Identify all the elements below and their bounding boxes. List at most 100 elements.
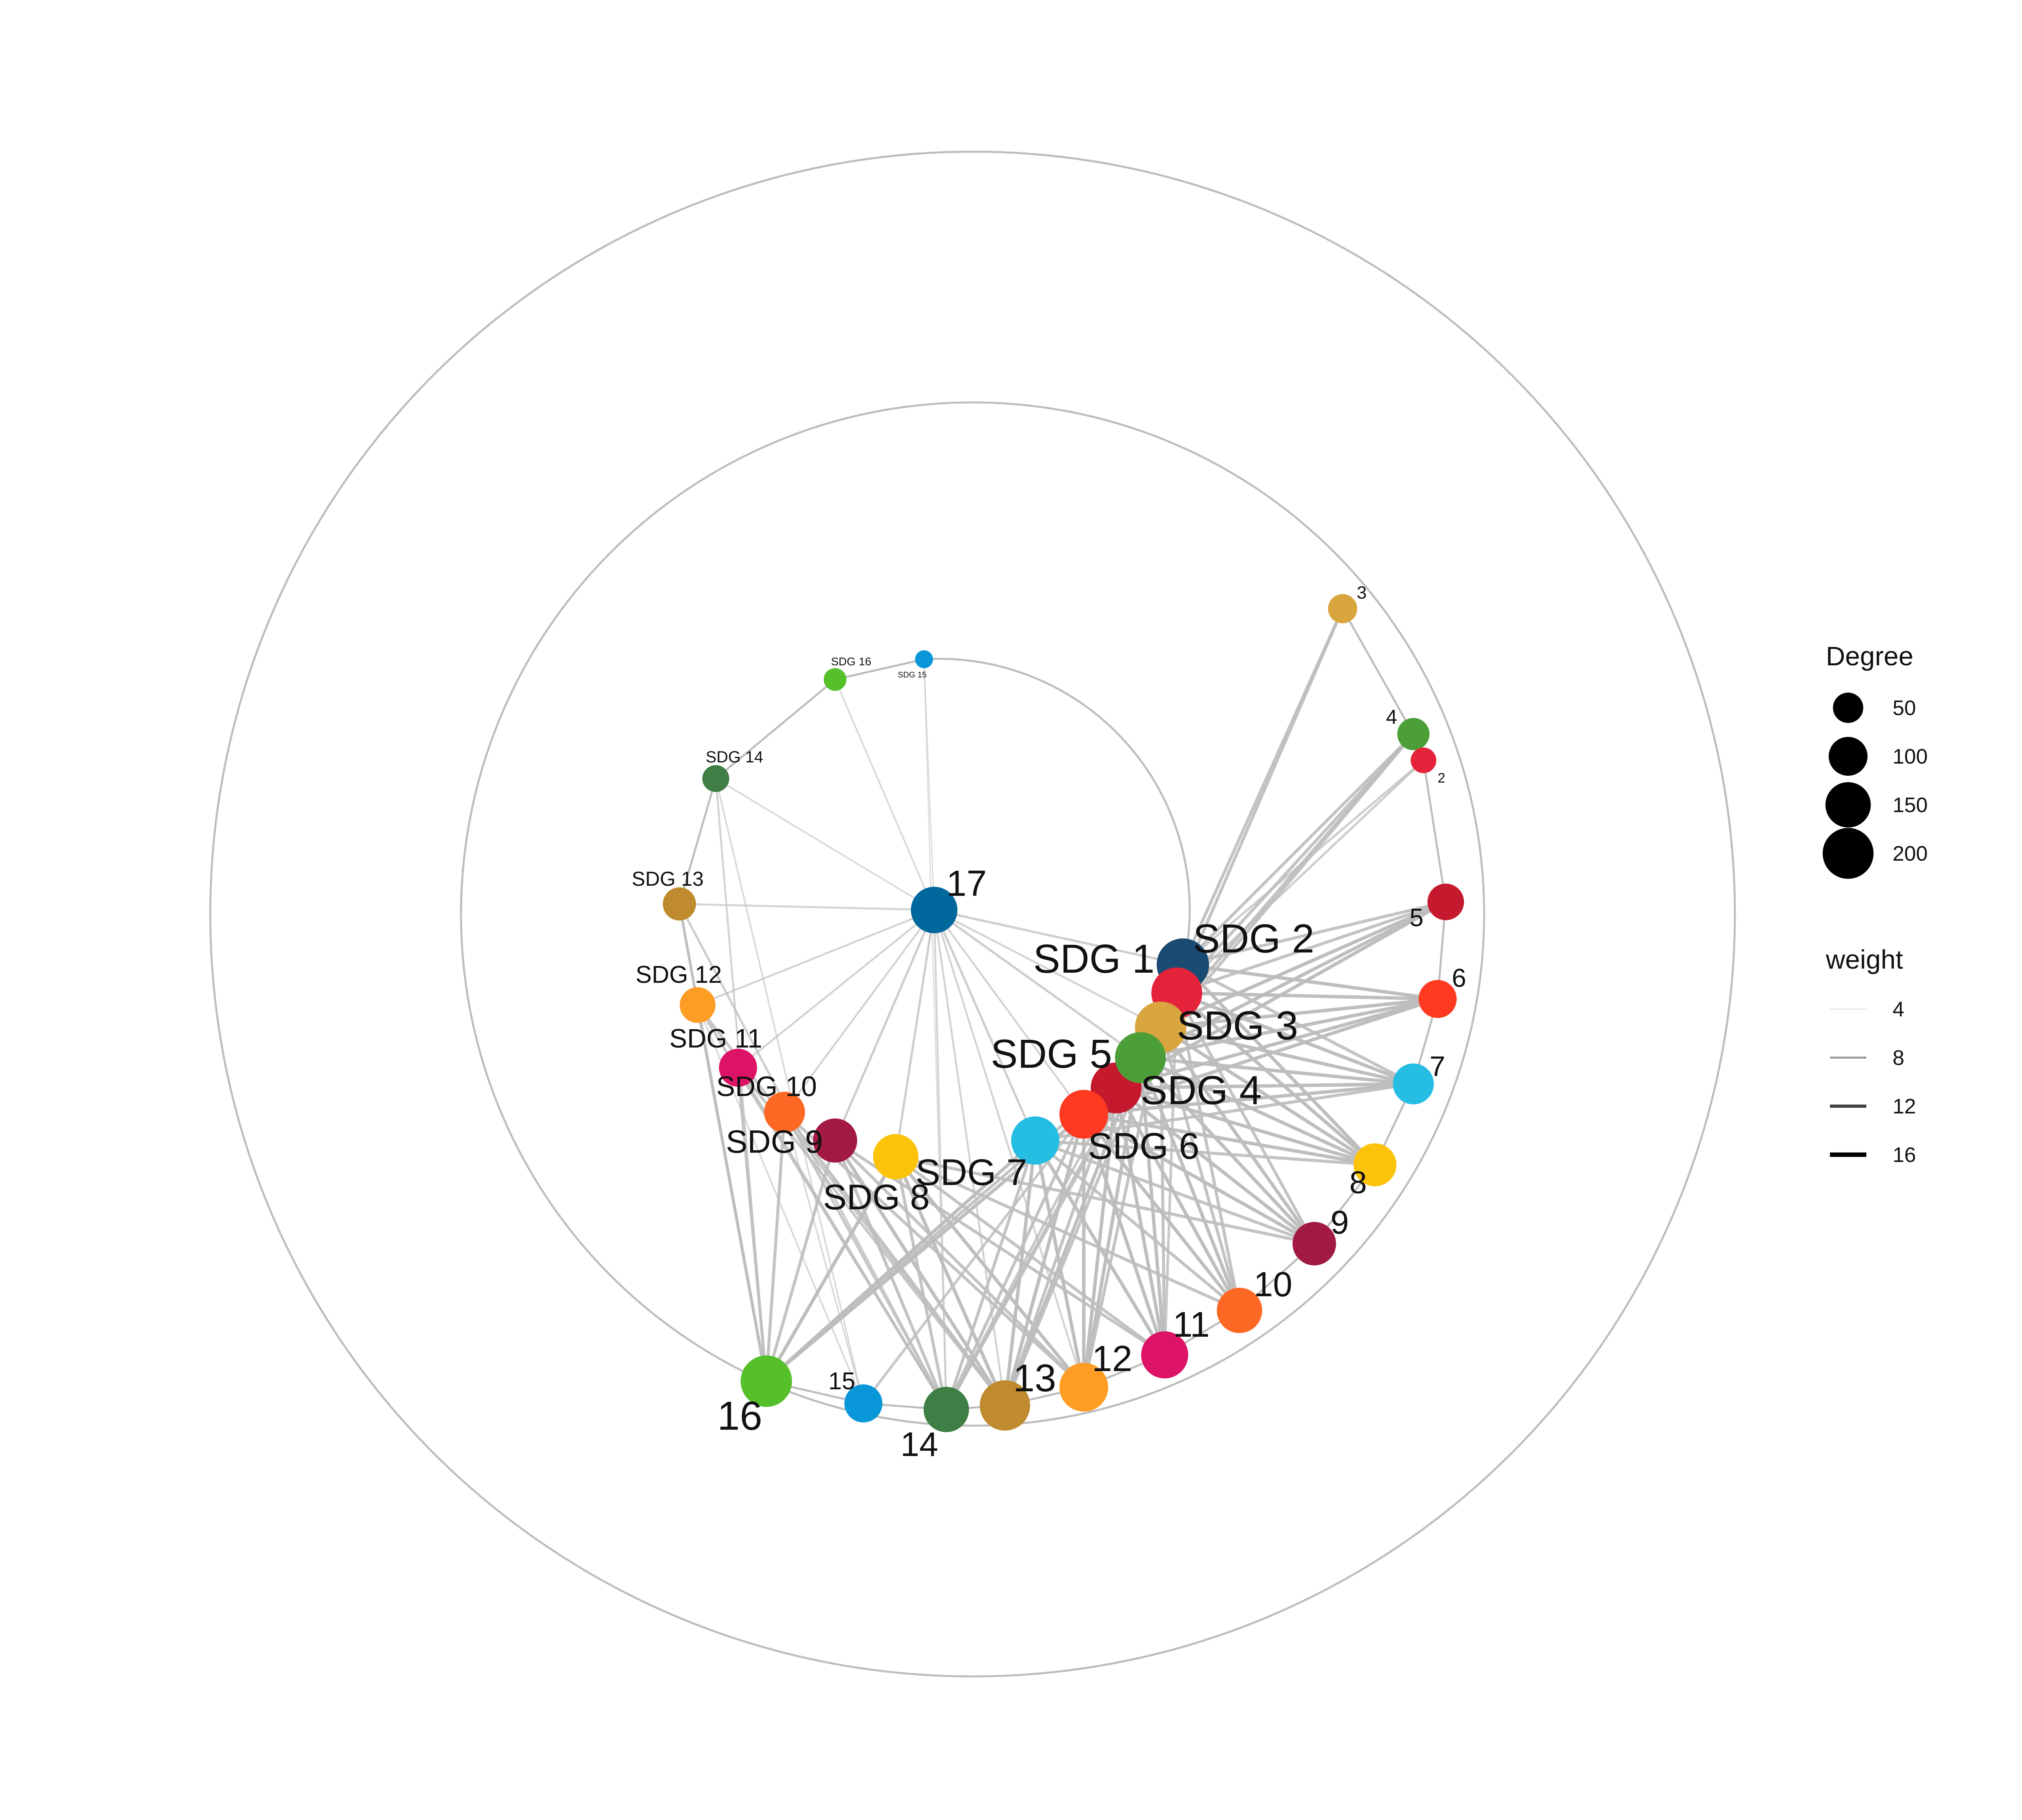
node-label-t9: 9 bbox=[1330, 1204, 1349, 1241]
edge-t17-t13 bbox=[933, 910, 1006, 1406]
edge-t17-sdg-3 bbox=[933, 909, 1161, 1029]
node-sdg-6[interactable] bbox=[1059, 1090, 1108, 1139]
edge-sdg-8-t10 bbox=[895, 1155, 1240, 1312]
node-sdg-13[interactable] bbox=[662, 887, 696, 921]
edge-sdg-7-t16 bbox=[765, 1139, 1036, 1383]
node-t9[interactable] bbox=[1292, 1222, 1336, 1266]
node-label-sdg-5: SDG 5 bbox=[991, 1031, 1112, 1077]
edge-sdg-9-t16 bbox=[765, 1140, 837, 1382]
edge-sdg-4-t5 bbox=[1115, 900, 1447, 1090]
node-label-sdg-12: SDG 12 bbox=[636, 961, 722, 988]
node-label-sdg-14: SDG 14 bbox=[706, 748, 763, 766]
node-sdg-10[interactable] bbox=[764, 1092, 805, 1133]
legend-weight-label-16: 16 bbox=[1893, 1143, 1916, 1167]
edge-sdg-9-t17 bbox=[834, 909, 935, 1141]
node-t3[interactable] bbox=[1328, 594, 1358, 624]
edge-sdg-6-t11 bbox=[1082, 1113, 1166, 1356]
edge-sdg-6-t8 bbox=[1083, 1112, 1375, 1167]
edge-sdg-5-t12 bbox=[1082, 1057, 1142, 1388]
edge-sdg-11-t17 bbox=[737, 909, 935, 1069]
node-t8[interactable] bbox=[1353, 1143, 1397, 1187]
node-label-t11: 11 bbox=[1173, 1304, 1210, 1344]
node-label-sdg-8: SDG 8 bbox=[823, 1177, 930, 1217]
network-edges bbox=[678, 608, 1447, 1410]
edge-sdg-5-t10 bbox=[1139, 1057, 1241, 1311]
edge-sdg-3-t5 bbox=[1160, 900, 1447, 1029]
edge-sdg-2-t3 bbox=[1175, 608, 1344, 994]
node-sdg-12[interactable] bbox=[679, 987, 716, 1023]
edge-sdg-4-t13 bbox=[1003, 1087, 1118, 1406]
edge-sdg-2-t6 bbox=[1176, 991, 1438, 1001]
node-t2[interactable] bbox=[1411, 747, 1436, 773]
edge-t17-sdg-6 bbox=[933, 909, 1085, 1115]
node-label-t13: 13 bbox=[1013, 1357, 1056, 1400]
edge-sdg-16-t17 bbox=[834, 679, 935, 910]
edge-sdg-1-t4 bbox=[1182, 733, 1415, 966]
node-t7[interactable] bbox=[1393, 1063, 1434, 1105]
legend-degree-label-200: 200 bbox=[1893, 842, 1928, 866]
node-t12[interactable] bbox=[1059, 1363, 1108, 1412]
legend-weight-title: weight bbox=[1825, 944, 1903, 974]
node-sdg-9[interactable] bbox=[813, 1118, 857, 1163]
node-sdg-14[interactable] bbox=[702, 765, 730, 792]
node-label-sdg-9: SDG 9 bbox=[726, 1124, 823, 1160]
node-sdg-15[interactable] bbox=[915, 650, 933, 669]
edge-sdg-7-t17 bbox=[933, 909, 1036, 1141]
node-label-sdg-10: SDG 10 bbox=[716, 1071, 817, 1102]
node-label-sdg-2: SDG 2 bbox=[1193, 916, 1314, 961]
legend-degree: Degree 50 100 150 200 bbox=[1823, 641, 1928, 879]
edge-sdg-9-t12 bbox=[834, 1139, 1085, 1388]
legend-degree-label-100: 100 bbox=[1893, 745, 1928, 768]
edge-sdg-7-t10 bbox=[1034, 1139, 1241, 1312]
node-t15[interactable] bbox=[844, 1384, 883, 1423]
node-label-t15: 15 bbox=[828, 1367, 855, 1395]
legend-degree-label-150: 150 bbox=[1893, 794, 1928, 817]
inner-node-arc bbox=[678, 658, 1191, 1382]
legend-weight: weight 4 8 12 16 bbox=[1825, 944, 1916, 1167]
ring-1 bbox=[209, 150, 1736, 1678]
node-label-sdg-16: SDG 16 bbox=[831, 655, 871, 668]
node-label-t12: 12 bbox=[1092, 1339, 1132, 1379]
node-sdg-7[interactable] bbox=[1011, 1116, 1060, 1165]
node-sdg-16[interactable] bbox=[823, 668, 847, 691]
node-t10[interactable] bbox=[1216, 1287, 1263, 1333]
legend: Degree 50 100 150 200 weight 4 8 12 16 bbox=[1823, 641, 1928, 1167]
edge-sdg-13-t16 bbox=[678, 904, 768, 1382]
node-t5[interactable] bbox=[1427, 883, 1464, 921]
node-t4[interactable] bbox=[1397, 718, 1430, 750]
edge-sdg-1-t17 bbox=[934, 909, 1183, 966]
legend-weight-label-12: 12 bbox=[1893, 1095, 1916, 1118]
node-sdg-8[interactable] bbox=[873, 1134, 919, 1180]
node-label-t8: 8 bbox=[1349, 1164, 1367, 1200]
legend-weight-label-8: 8 bbox=[1893, 1046, 1904, 1070]
edge-sdg-7-t12 bbox=[1033, 1140, 1086, 1388]
node-label-t10: 10 bbox=[1254, 1265, 1292, 1304]
node-t13[interactable] bbox=[979, 1380, 1030, 1431]
node-sdg-5[interactable] bbox=[1115, 1032, 1166, 1083]
node-t16[interactable] bbox=[740, 1355, 792, 1407]
edge-sdg-14-t17 bbox=[715, 778, 935, 911]
node-label-sdg-7: SDG 7 bbox=[916, 1152, 1027, 1193]
edge-sdg-9-t14 bbox=[833, 1140, 948, 1410]
node-t11[interactable] bbox=[1141, 1331, 1189, 1379]
node-label-t6: 6 bbox=[1452, 963, 1466, 993]
node-sdg-11[interactable] bbox=[719, 1048, 757, 1087]
node-label-t3: 3 bbox=[1357, 583, 1366, 603]
edge-sdg-5-t5 bbox=[1140, 900, 1447, 1059]
edge-sdg-12-t17 bbox=[697, 909, 935, 1006]
node-label-sdg-4: SDG 4 bbox=[1140, 1068, 1262, 1113]
edge-sdg-2-t2 bbox=[1176, 759, 1424, 994]
edge-sdg-4-t8 bbox=[1115, 1086, 1376, 1167]
edge-t17-t14 bbox=[933, 910, 948, 1410]
node-t17[interactable] bbox=[911, 887, 958, 933]
legend-degree-title: Degree bbox=[1826, 641, 1913, 671]
node-label-t2: 2 bbox=[1438, 770, 1445, 786]
node-label-t17: 17 bbox=[946, 863, 987, 904]
edge-sdg-5-t6 bbox=[1140, 997, 1438, 1060]
legend-degree-key-150 bbox=[1825, 782, 1871, 828]
edge-t17-t12 bbox=[933, 910, 1085, 1388]
node-t6[interactable] bbox=[1418, 980, 1457, 1018]
node-t14[interactable] bbox=[923, 1386, 969, 1433]
